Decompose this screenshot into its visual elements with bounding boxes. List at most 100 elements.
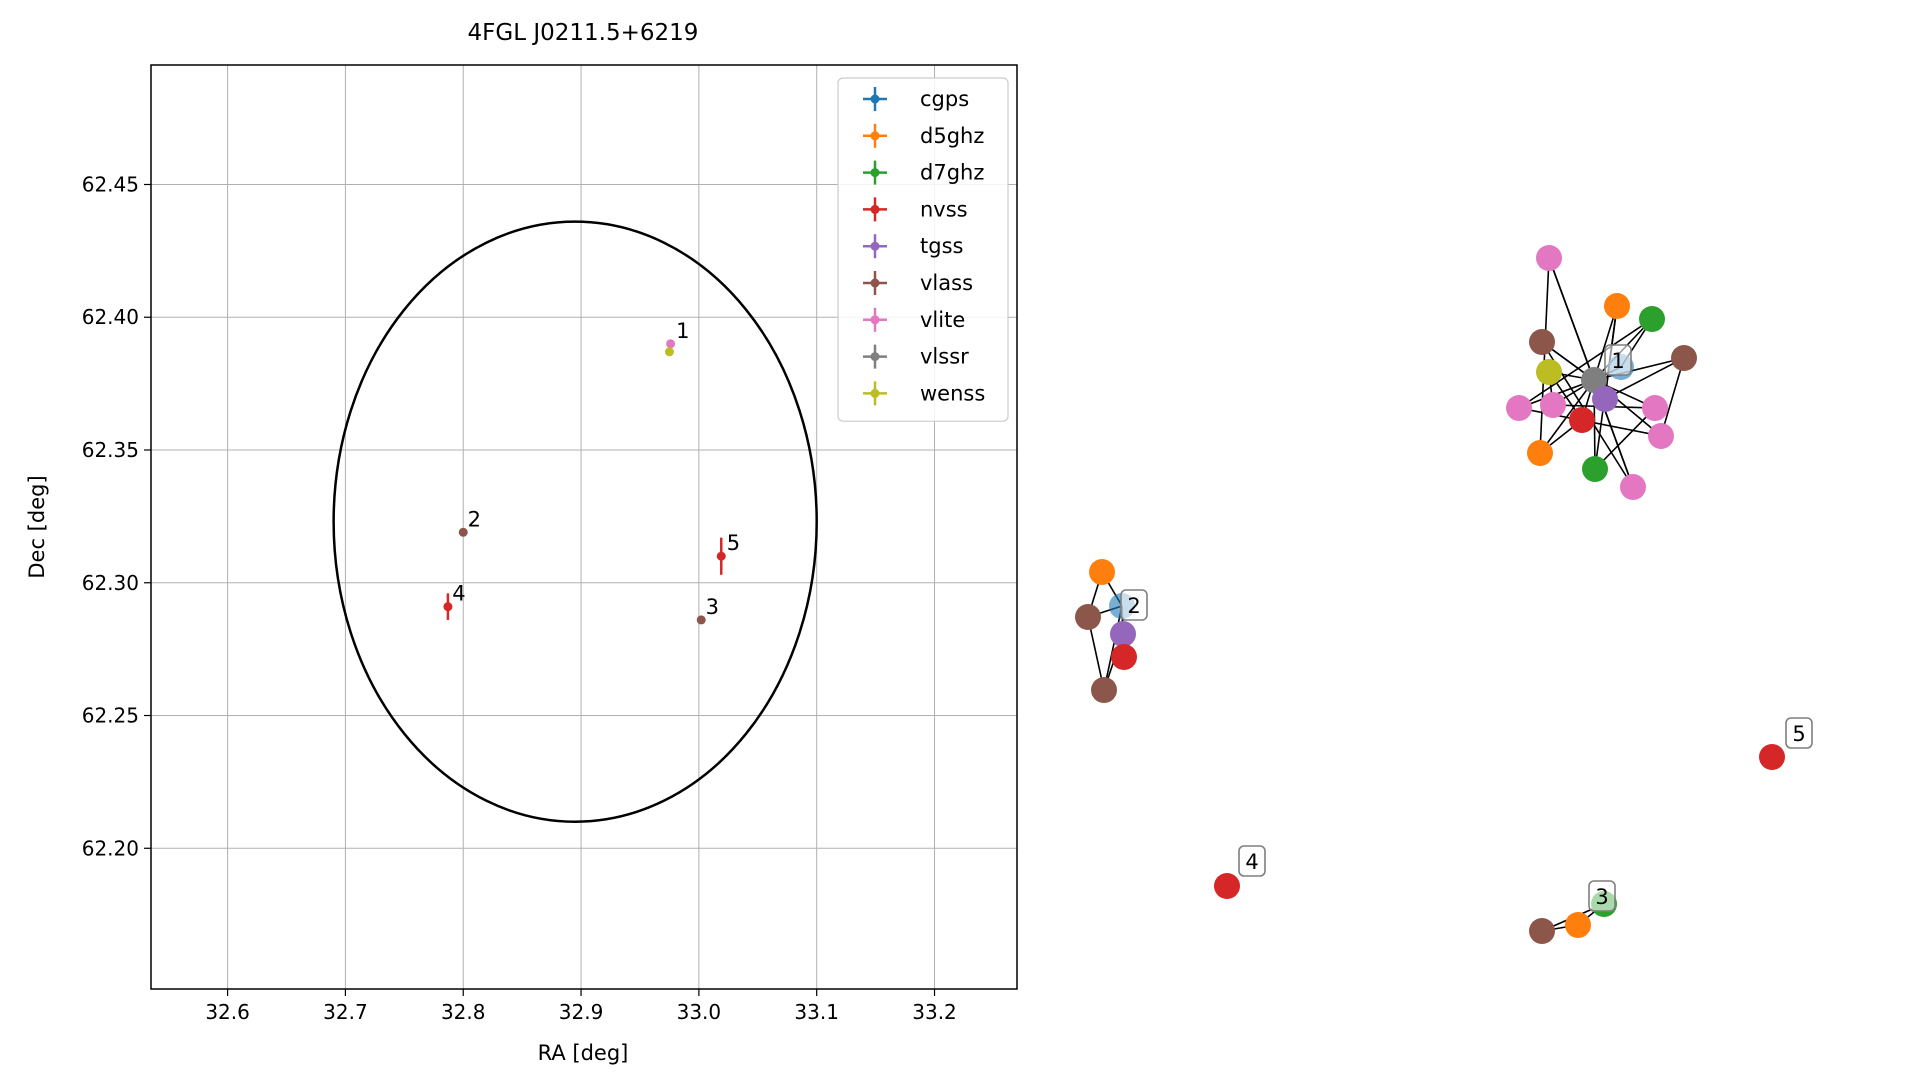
y-axis-ticks: 62.20 62.25 62.30 62.35 62.40 62.45 bbox=[82, 172, 151, 860]
legend-entry-d5ghz: d5ghz bbox=[863, 123, 984, 148]
legend-entry-tgss: tgss bbox=[863, 234, 963, 259]
network-edge bbox=[1539, 379, 1595, 454]
y-tick-label: 62.25 bbox=[82, 704, 139, 728]
x-tick-label: 32.8 bbox=[441, 1000, 486, 1024]
data-point-vlass bbox=[458, 527, 468, 537]
network-node-d5ghz bbox=[1527, 440, 1553, 466]
network-node-vlass bbox=[1091, 677, 1117, 703]
scatter-panel: 4FGL J0211.5+6219 1 2 3 4 5 32.6 32.7 32.8 32.9… bbox=[25, 20, 1018, 1065]
legend-label: wenss bbox=[920, 381, 985, 405]
legend-entry-wenss: wenss bbox=[863, 381, 985, 406]
data-point-nvss bbox=[716, 537, 726, 575]
legend-marker-dot bbox=[870, 388, 880, 398]
legend-label: cgps bbox=[920, 87, 969, 111]
network-node-nvss bbox=[1214, 873, 1240, 899]
legend-marker-dot bbox=[870, 315, 880, 325]
network-node-vlite bbox=[1540, 392, 1566, 418]
legend-label: tgss bbox=[920, 234, 963, 258]
legend-marker-dot bbox=[870, 168, 880, 178]
network-node-vlite bbox=[1506, 395, 1532, 421]
cluster-label-text: 4 bbox=[1245, 850, 1258, 874]
legend-entry-vlass: vlass bbox=[863, 271, 973, 295]
network-node-vlite bbox=[1536, 245, 1562, 271]
y-axis-label: Dec [deg] bbox=[25, 475, 49, 578]
source-label: 1 bbox=[676, 319, 689, 343]
localization-ellipse bbox=[332, 220, 818, 823]
network-node-d7ghz bbox=[1582, 456, 1608, 482]
network-node-wenss bbox=[1536, 359, 1562, 385]
cluster-label-text: 1 bbox=[1611, 349, 1624, 373]
source-points bbox=[443, 339, 726, 625]
network-cluster-labels: 1 2 3 4 5 bbox=[1120, 344, 1813, 912]
y-tick-label: 62.45 bbox=[82, 172, 139, 196]
cluster-label-box bbox=[1604, 344, 1632, 376]
cluster-label: 4 bbox=[1238, 845, 1266, 877]
network-node-nvss bbox=[1111, 644, 1137, 670]
network-node-tgss bbox=[1592, 386, 1618, 412]
data-point-vlass bbox=[696, 615, 706, 625]
network-edge bbox=[1594, 407, 1656, 470]
localization-ellipse-path bbox=[332, 220, 818, 823]
x-tick-label: 33.1 bbox=[794, 1000, 839, 1024]
network-node-d7ghz bbox=[1639, 306, 1665, 332]
legend-marker-dot bbox=[870, 131, 880, 141]
chart-title: 4FGL J0211.5+6219 bbox=[468, 20, 699, 46]
cluster-label-text: 5 bbox=[1792, 722, 1805, 746]
x-tick-label: 32.7 bbox=[323, 1000, 368, 1024]
legend-entry-vlssr: vlssr bbox=[863, 344, 969, 369]
legend-label: d5ghz bbox=[920, 124, 984, 148]
network-node-vlass bbox=[1671, 345, 1697, 371]
legend-entry-d7ghz: d7ghz bbox=[863, 160, 984, 185]
network-node-vlass bbox=[1075, 604, 1101, 630]
data-point-wenss bbox=[664, 347, 674, 357]
cluster-label: 2 bbox=[1120, 589, 1148, 621]
network-panel: 1 2 3 4 5 bbox=[1075, 245, 1813, 944]
network-node-d5ghz bbox=[1604, 293, 1630, 319]
marker bbox=[664, 347, 674, 357]
marker bbox=[666, 339, 676, 349]
network-node-vlite bbox=[1648, 423, 1674, 449]
network-node-vlass bbox=[1529, 918, 1555, 944]
cluster-label: 5 bbox=[1785, 717, 1813, 749]
legend: cgps d5ghz d7ghz nvss tgss vlass vlite vlssr wen… bbox=[837, 77, 1009, 422]
cluster-label-text: 3 bbox=[1595, 885, 1608, 909]
network-node-vlass bbox=[1529, 329, 1555, 355]
x-tick-label: 32.6 bbox=[205, 1000, 250, 1024]
legend-marker-dot bbox=[870, 94, 880, 104]
legend-label: d7ghz bbox=[920, 161, 984, 185]
marker bbox=[716, 551, 726, 561]
cluster-label: 3 bbox=[1588, 880, 1616, 912]
network-edge bbox=[1604, 357, 1685, 400]
legend-marker-dot bbox=[870, 241, 880, 251]
network-node-vlite bbox=[1642, 395, 1668, 421]
network-edge bbox=[1518, 318, 1653, 409]
network-node-d5ghz bbox=[1089, 559, 1115, 585]
legend-box bbox=[837, 77, 1009, 422]
network-edge bbox=[1103, 605, 1123, 691]
legend-marker-dot bbox=[870, 352, 880, 362]
network-node-vlssr bbox=[1581, 367, 1607, 393]
cluster-label-text: 2 bbox=[1127, 594, 1140, 618]
network-node-tgss bbox=[1110, 621, 1136, 647]
cluster-label-box bbox=[1120, 589, 1148, 621]
data-point-nvss bbox=[443, 593, 453, 620]
legend-label: vlass bbox=[920, 271, 973, 295]
x-tick-label: 33.0 bbox=[677, 1000, 722, 1024]
legend-entry-cgps: cgps bbox=[863, 87, 969, 111]
cluster-label-box bbox=[1238, 845, 1266, 877]
network-node-vlite bbox=[1620, 474, 1646, 500]
x-tick-label: 33.2 bbox=[912, 1000, 957, 1024]
legend-label: nvss bbox=[920, 197, 968, 221]
network-node-nvss bbox=[1759, 744, 1785, 770]
network-node-d5ghz bbox=[1565, 912, 1591, 938]
legend-marker-dot bbox=[870, 278, 880, 288]
network-edge bbox=[1539, 257, 1550, 454]
source-label: 5 bbox=[727, 531, 740, 555]
cluster-label-box bbox=[1785, 717, 1813, 749]
legend-marker-dot bbox=[870, 204, 880, 214]
x-axis-label: RA [deg] bbox=[538, 1041, 629, 1065]
network-edge bbox=[1660, 357, 1685, 437]
source-label: 2 bbox=[468, 507, 481, 531]
data-point-vlite bbox=[666, 339, 676, 349]
